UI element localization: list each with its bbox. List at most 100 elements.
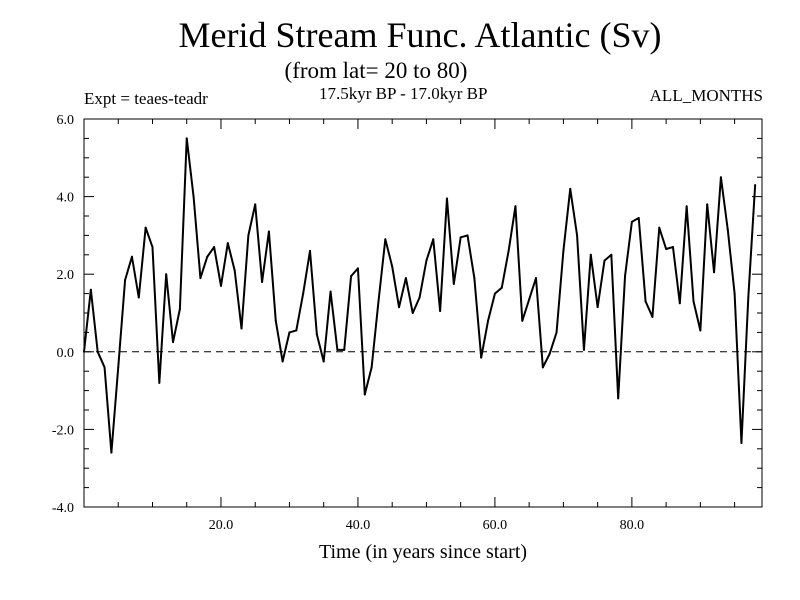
data-point xyxy=(699,329,702,332)
series-line xyxy=(83,137,757,454)
data-point xyxy=(130,255,133,258)
data-point xyxy=(288,331,291,334)
data-point xyxy=(165,273,168,276)
data-point xyxy=(363,393,366,396)
data-point xyxy=(185,137,188,140)
data-point xyxy=(226,242,229,245)
data-point xyxy=(404,277,407,280)
data-point xyxy=(267,230,270,233)
data-point xyxy=(233,269,236,272)
data-point xyxy=(219,284,222,287)
data-point xyxy=(96,350,99,353)
data-point xyxy=(117,366,120,369)
data-point xyxy=(733,292,736,295)
data-point xyxy=(213,246,216,249)
y-tick-label: 0.0 xyxy=(57,346,75,361)
data-point xyxy=(144,226,147,229)
data-point xyxy=(411,312,414,314)
data-point xyxy=(576,234,579,237)
chart-title: Merid Stream Func. Atlantic (Sv) xyxy=(178,15,662,55)
data-point xyxy=(137,296,140,299)
data-point xyxy=(740,441,743,444)
y-tick-label: -2.0 xyxy=(52,423,74,438)
data-point xyxy=(206,255,209,258)
x-tick-label: 40.0 xyxy=(346,518,371,533)
data-point xyxy=(487,319,490,322)
data-point xyxy=(199,277,202,280)
data-point xyxy=(418,296,421,299)
x-axis-title: Time (in years since start) xyxy=(319,541,527,563)
data-point xyxy=(651,315,654,318)
data-point xyxy=(356,267,359,270)
data-point xyxy=(247,234,250,237)
data-point xyxy=(541,366,544,369)
data-point xyxy=(535,277,537,280)
data-point xyxy=(624,275,627,278)
data-point xyxy=(630,220,633,223)
data-point xyxy=(370,366,373,369)
data-point xyxy=(151,246,154,249)
data-point xyxy=(665,247,668,250)
data-point xyxy=(425,259,428,262)
y-tick-label: 4.0 xyxy=(57,191,75,206)
data-point xyxy=(678,302,681,305)
data-point xyxy=(377,300,380,303)
data-point xyxy=(124,279,127,282)
minor-ticks xyxy=(84,119,762,507)
data-point xyxy=(398,306,401,309)
data-point xyxy=(685,205,688,208)
data-point xyxy=(500,286,503,289)
data-point xyxy=(295,329,298,332)
data-point xyxy=(281,360,284,363)
data-point xyxy=(555,331,558,334)
data-point xyxy=(603,259,606,262)
data-point xyxy=(439,310,442,313)
data-point xyxy=(261,280,264,283)
data-point xyxy=(713,271,716,274)
plot-frame xyxy=(83,118,763,508)
data-point xyxy=(569,187,572,190)
data-point xyxy=(322,360,325,363)
data-point xyxy=(459,236,462,239)
data-point xyxy=(240,327,243,330)
data-point xyxy=(726,228,729,231)
data-point xyxy=(596,306,599,309)
data-point xyxy=(391,265,394,268)
y-tick-label: -4.0 xyxy=(52,501,74,516)
y-tick-label: 2.0 xyxy=(57,268,75,283)
data-point xyxy=(692,300,695,303)
period-label: 17.5kyr BP - 17.0kyr BP xyxy=(319,84,488,103)
data-point xyxy=(432,238,435,241)
data-point xyxy=(274,319,277,322)
data-point xyxy=(493,292,496,295)
x-tick-label: 60.0 xyxy=(483,518,508,533)
data-point xyxy=(589,253,592,256)
data-point xyxy=(172,341,175,344)
data-point xyxy=(315,333,318,336)
data-point xyxy=(452,282,455,285)
data-point xyxy=(103,366,106,369)
y-tick-label: 6.0 xyxy=(57,113,75,128)
data-point xyxy=(89,288,92,291)
data-point xyxy=(254,203,257,206)
data-point xyxy=(610,253,613,256)
data-point xyxy=(548,352,551,355)
data-point xyxy=(302,292,305,295)
data-point xyxy=(706,203,709,206)
data-point xyxy=(473,277,476,280)
data-point xyxy=(309,249,311,252)
x-tick-label: 80.0 xyxy=(620,518,645,533)
data-point xyxy=(582,348,585,351)
data-point xyxy=(514,205,517,208)
data-point xyxy=(350,275,353,278)
chart-subtitle: (from lat= 20 to 80) xyxy=(284,58,468,83)
data-point xyxy=(480,356,483,359)
data-point xyxy=(192,195,195,198)
data-point xyxy=(329,290,332,293)
data-point xyxy=(343,348,346,351)
data-point xyxy=(466,234,469,237)
data-point xyxy=(336,348,339,351)
data-point xyxy=(110,451,113,454)
data-point xyxy=(384,238,387,241)
